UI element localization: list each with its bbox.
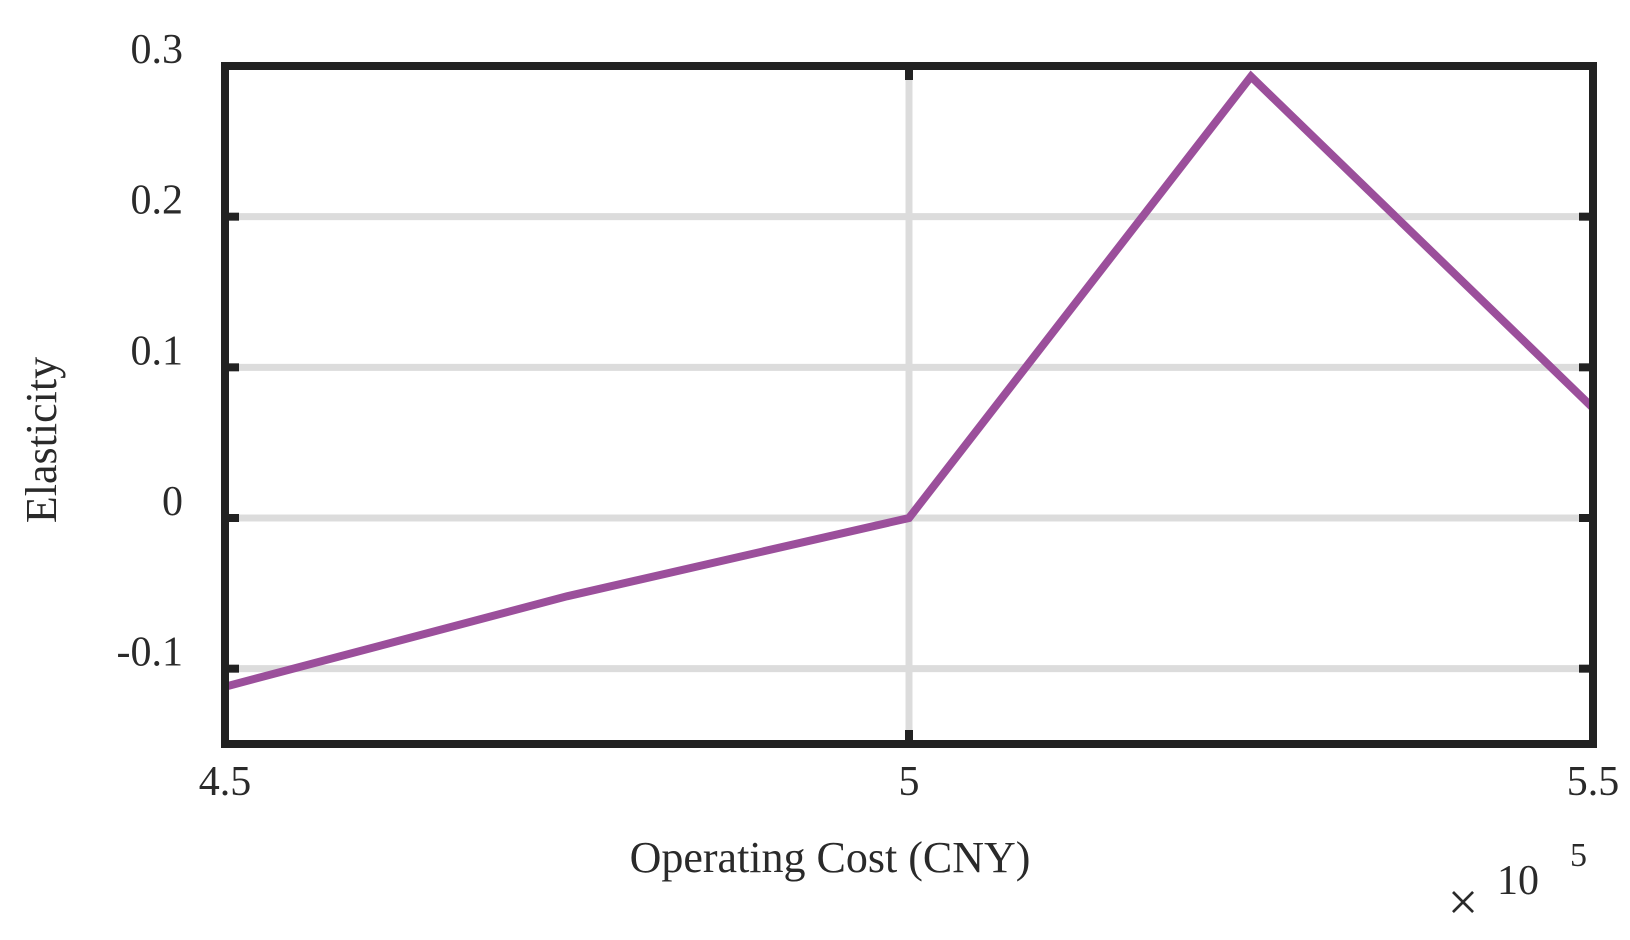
x-tick-label: 5 — [899, 759, 920, 805]
x-exponent-power: 5 — [1570, 837, 1587, 874]
tick-labels: -0.1 0 0.1 0.2 0.3 4.5 5 5.5 — [117, 27, 1620, 805]
ticks — [225, 66, 1593, 744]
y-tick-label: 0.1 — [131, 328, 184, 374]
x-tick-label: 4.5 — [199, 759, 252, 805]
series-layer — [223, 70, 1596, 691]
y-tick-label: -0.1 — [117, 630, 184, 676]
y-tick-label: 0.2 — [131, 178, 184, 224]
x-exponent: × 10 5 — [1448, 837, 1587, 932]
x-exponent-base: 10 — [1497, 858, 1539, 904]
series-line — [223, 70, 1596, 691]
x-tick-label: 5.5 — [1567, 759, 1620, 805]
x-exponent-times: × — [1448, 872, 1478, 932]
y-axis-label: Elasticity — [17, 357, 66, 523]
grid — [225, 66, 1593, 744]
y-tick-label: 0.3 — [131, 27, 184, 73]
y-tick-label: 0 — [162, 479, 183, 525]
x-axis-label: Operating Cost (CNY) — [630, 833, 1031, 882]
